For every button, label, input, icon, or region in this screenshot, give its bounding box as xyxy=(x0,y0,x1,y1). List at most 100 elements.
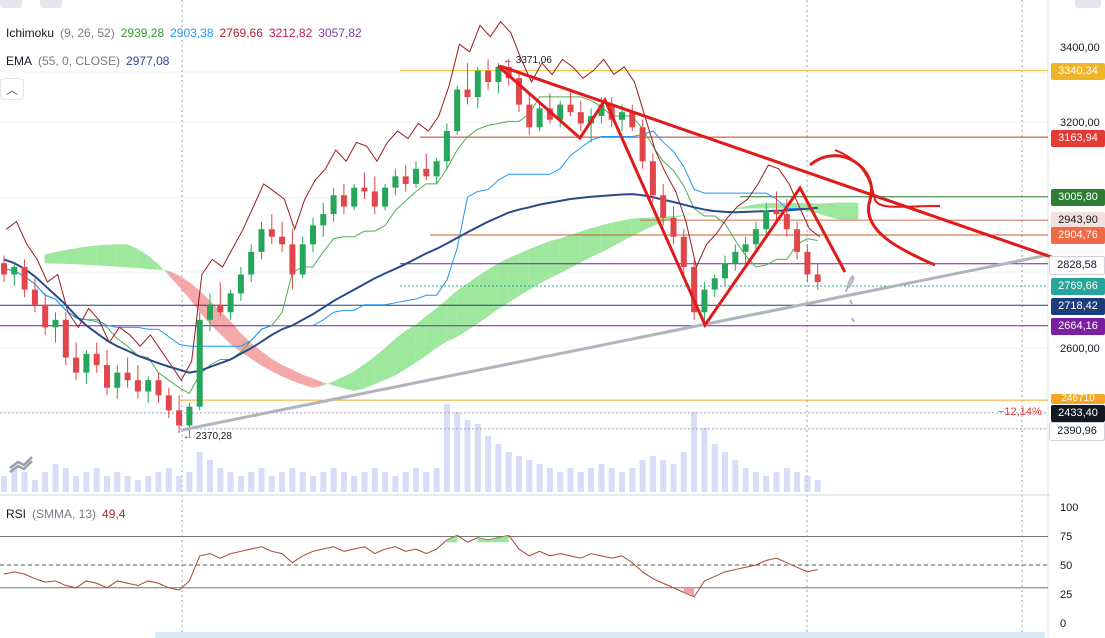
collapse-legend-button[interactable]: ︿ xyxy=(0,78,24,100)
candle-body xyxy=(629,112,636,128)
trendline-support xyxy=(181,253,1049,432)
cloud-segment xyxy=(734,206,745,209)
candle-body xyxy=(73,357,80,373)
volume-bar xyxy=(320,472,327,492)
ema-line xyxy=(3,193,818,374)
cloud-segment xyxy=(116,244,127,268)
toolbar-tab[interactable] xyxy=(0,0,22,8)
candle-body xyxy=(670,217,677,237)
volume-bar xyxy=(402,472,409,492)
cloud-segment xyxy=(415,316,426,363)
candle-body xyxy=(392,176,399,188)
settings-tab[interactable] xyxy=(1075,0,1101,8)
cloud-segment xyxy=(230,320,241,352)
cloud-segment xyxy=(65,248,76,265)
candle-body xyxy=(320,214,327,226)
rsi-value: 49,4 xyxy=(102,507,126,521)
cloud-segment xyxy=(271,358,282,377)
volume-bar xyxy=(814,480,821,492)
volume-bar xyxy=(783,468,790,492)
high-annotation: ← 3371,06 xyxy=(503,55,552,66)
ema-value: 2977,08 xyxy=(126,54,170,68)
volume-bar xyxy=(279,472,286,492)
kijun-line xyxy=(3,130,818,347)
cloud-segment xyxy=(394,330,406,376)
candle-body xyxy=(557,104,564,120)
rsi-tick: 50 xyxy=(1060,560,1073,572)
candle-body xyxy=(11,266,18,275)
volume-bar xyxy=(722,452,728,492)
rsi-legend[interactable]: RSI (SMMA, 13) 49,4 xyxy=(6,507,125,521)
volume-bar xyxy=(443,404,450,492)
volume-bar xyxy=(11,468,18,492)
cloud-segment xyxy=(178,275,189,298)
candle-body xyxy=(248,251,255,275)
volume-bar xyxy=(155,472,162,492)
candle-body xyxy=(237,274,244,294)
cloud-segment xyxy=(127,244,138,269)
cloud-segment xyxy=(291,369,303,385)
candles xyxy=(1,58,821,437)
toolbar-tab[interactable] xyxy=(40,0,62,8)
candle-body xyxy=(752,229,759,245)
ichimoku-value-3: 2769,66 xyxy=(219,26,263,40)
volume-bar xyxy=(196,452,203,492)
candle-body xyxy=(361,187,368,192)
volume-bar xyxy=(660,460,667,492)
volume-bar xyxy=(536,464,543,492)
cloud-segment xyxy=(54,250,66,264)
volume-bar xyxy=(42,472,49,492)
volume-bar xyxy=(423,472,430,492)
cloud-segment xyxy=(848,202,859,220)
cloud-segment xyxy=(817,203,828,217)
volume-bar xyxy=(752,472,759,492)
volume-bar xyxy=(186,472,193,492)
candle-body xyxy=(351,187,358,207)
price-label: 2718,42 xyxy=(1051,298,1105,315)
candle-body xyxy=(124,372,131,381)
candle-body xyxy=(176,410,183,426)
volume-bar xyxy=(124,476,131,492)
cloud-segment xyxy=(693,212,704,215)
ema-legend[interactable]: EMA (55, 0, CLOSE) 2977,08 xyxy=(6,54,169,68)
price-label: 3340,34 xyxy=(1051,63,1105,80)
volume-bar xyxy=(804,476,811,492)
cloud-segment xyxy=(497,258,509,310)
ichimoku-legend[interactable]: Ichimoku (9, 26, 52) 2939,28 2903,38 276… xyxy=(6,26,362,40)
volume-bar xyxy=(83,472,90,492)
ema-line-path xyxy=(3,193,818,374)
candle-body xyxy=(413,168,419,184)
cloud-segment xyxy=(199,290,210,324)
price-label: 2664,16 xyxy=(1051,318,1105,335)
candle-body xyxy=(732,251,739,264)
cloud-segment xyxy=(590,225,601,258)
candle-body xyxy=(114,372,121,388)
price-label: 246710 xyxy=(1051,394,1105,404)
price-label: 2433,40 xyxy=(1051,405,1105,422)
candle-body xyxy=(83,353,90,373)
volume-bar xyxy=(310,476,316,492)
volume-bar xyxy=(598,464,605,492)
volume-bar xyxy=(93,468,100,492)
price-tick: 2600,00 xyxy=(1060,343,1100,355)
candle-body xyxy=(165,395,172,411)
cloud-segment xyxy=(219,310,230,344)
volume-bar xyxy=(557,472,564,492)
volume-bar xyxy=(361,472,368,492)
freehand-arc-2 xyxy=(834,149,941,208)
candle-body xyxy=(104,365,110,388)
cloud-segment xyxy=(621,218,632,242)
volume-bar xyxy=(289,468,296,492)
cloud-segment xyxy=(837,202,848,220)
candle-body xyxy=(93,353,100,366)
volume-bar xyxy=(62,468,69,492)
time-axis-bar[interactable] xyxy=(155,632,1045,638)
candle-body xyxy=(742,244,749,252)
cloud-segment xyxy=(302,374,313,388)
candle-body xyxy=(371,191,378,207)
cloud-segment xyxy=(508,253,519,303)
candle-body xyxy=(577,112,584,124)
candle-body xyxy=(1,263,7,275)
volume-bar xyxy=(763,476,770,492)
